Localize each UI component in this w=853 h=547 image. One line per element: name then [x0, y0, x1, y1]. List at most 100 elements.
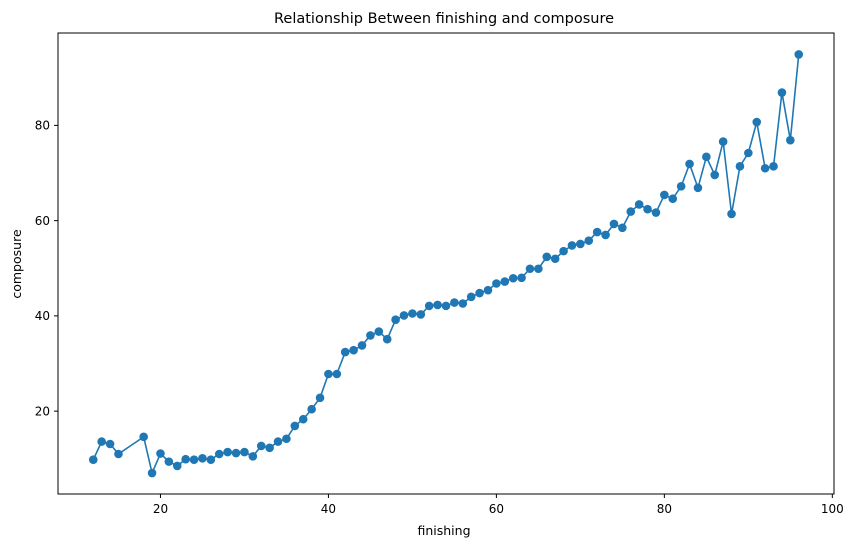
- y-tick-label: 40: [35, 309, 50, 323]
- data-point: [735, 162, 745, 171]
- data-point: [248, 452, 258, 461]
- data-point: [475, 288, 484, 298]
- data-point: [231, 448, 241, 458]
- chart-title: Relationship Between finishing and compo…: [274, 11, 614, 27]
- data-point: [290, 421, 300, 431]
- data-point: [441, 301, 451, 311]
- data-point: [374, 327, 384, 336]
- data-point: [508, 273, 518, 283]
- data-point: [340, 347, 350, 357]
- data-point: [114, 449, 123, 459]
- plot-area: [88, 50, 804, 478]
- data-point: [609, 219, 619, 229]
- data-point: [357, 341, 367, 350]
- x-tick-label: 80: [657, 502, 672, 516]
- data-point: [332, 369, 342, 379]
- data-point: [399, 311, 409, 320]
- data-point: [676, 182, 686, 191]
- data-point: [660, 190, 669, 200]
- data-point: [786, 135, 795, 145]
- data-point: [685, 159, 694, 169]
- x-tick-label: 60: [489, 502, 504, 516]
- data-point: [408, 309, 417, 318]
- data-point: [206, 455, 216, 465]
- data-point: [198, 453, 207, 463]
- data-point: [466, 292, 476, 302]
- data-point: [450, 298, 459, 307]
- data-point: [424, 301, 434, 311]
- data-point: [416, 310, 426, 319]
- data-point: [265, 443, 274, 453]
- x-tick-label: 20: [153, 502, 168, 516]
- x-axis-label: finishing: [417, 523, 470, 538]
- data-point: [223, 447, 232, 457]
- data-point: [97, 437, 106, 446]
- data-point: [752, 117, 762, 127]
- data-point: [324, 369, 333, 379]
- data-point: [172, 461, 182, 471]
- data-point: [794, 50, 804, 59]
- data-point: [718, 137, 728, 146]
- data-point: [256, 441, 266, 451]
- data-point: [307, 404, 316, 414]
- data-point: [643, 204, 652, 214]
- y-tick-label: 60: [35, 214, 50, 228]
- data-point: [534, 264, 543, 274]
- data-point: [567, 241, 577, 250]
- y-tick-label: 80: [35, 119, 50, 133]
- data-point: [366, 331, 375, 340]
- x-axis: 20 40 60 80 100: [153, 494, 844, 516]
- data-point: [769, 162, 778, 171]
- data-point: [777, 88, 787, 97]
- data-point: [214, 449, 224, 459]
- data-point: [433, 300, 442, 310]
- data-point: [298, 414, 308, 424]
- data-point: [693, 183, 703, 193]
- data-point: [668, 194, 678, 204]
- data-point: [156, 449, 165, 458]
- data-point: [164, 457, 174, 466]
- data-point: [559, 246, 568, 256]
- data-point: [760, 163, 770, 173]
- data-point: [282, 434, 291, 444]
- data-point: [240, 447, 249, 457]
- data-point: [702, 152, 711, 162]
- data-point: [483, 285, 493, 295]
- y-axis-label: composure: [9, 229, 24, 299]
- data-point: [273, 437, 283, 446]
- data-point: [584, 236, 594, 245]
- data-point: [601, 230, 610, 240]
- x-tick-label: 100: [821, 502, 844, 516]
- data-point: [181, 454, 190, 464]
- data-point: [189, 455, 199, 465]
- data-point: [391, 315, 400, 325]
- data-point: [744, 148, 753, 158]
- data-point: [139, 432, 148, 442]
- data-point: [550, 254, 560, 264]
- data-point: [525, 264, 535, 274]
- data-point: [382, 334, 392, 344]
- data-point: [88, 455, 98, 465]
- data-point: [315, 393, 325, 403]
- y-axis: 20 40 60 80: [35, 119, 58, 418]
- plot-frame: [57, 32, 835, 495]
- data-point: [492, 279, 501, 288]
- y-tick-label: 20: [35, 404, 50, 418]
- data-point: [710, 170, 720, 180]
- data-point: [458, 299, 468, 308]
- data-point: [634, 200, 644, 209]
- x-tick-label: 40: [321, 502, 336, 516]
- data-point: [500, 277, 510, 286]
- data-point: [147, 468, 157, 478]
- data-point: [618, 223, 627, 233]
- data-point: [626, 207, 636, 216]
- data-point: [651, 208, 661, 217]
- data-point: [542, 252, 552, 262]
- data-point: [727, 209, 736, 219]
- data-point: [105, 439, 115, 449]
- data-point: [517, 273, 526, 283]
- data-point: [592, 227, 602, 237]
- data-point: [349, 345, 358, 355]
